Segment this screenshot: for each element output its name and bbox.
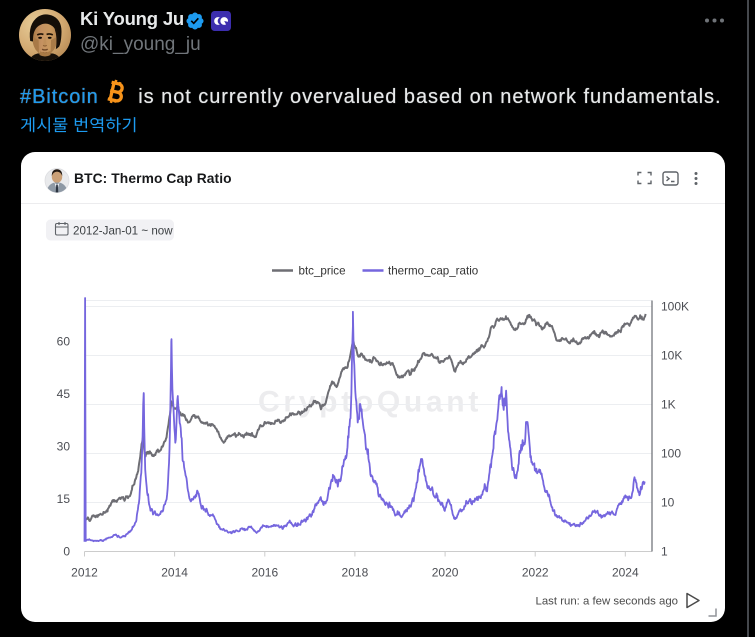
svg-text:2018: 2018: [342, 565, 369, 579]
svg-text:btc_price: btc_price: [299, 264, 346, 277]
svg-text:10K: 10K: [661, 348, 682, 362]
svg-text:Last run: a few seconds ago: Last run: a few seconds ago: [536, 595, 678, 607]
svg-text:1: 1: [661, 544, 668, 558]
svg-text:2012-Jan-01 ~ now: 2012-Jan-01 ~ now: [73, 224, 173, 237]
svg-text:BTC: Thermo Cap Ratio: BTC: Thermo Cap Ratio: [74, 170, 232, 185]
svg-text:2022: 2022: [522, 565, 549, 579]
svg-text:2016: 2016: [251, 565, 278, 579]
svg-text:100: 100: [661, 446, 681, 460]
svg-text:100K: 100K: [661, 299, 689, 313]
svg-text:2024: 2024: [612, 565, 639, 579]
svg-text:10: 10: [661, 495, 675, 509]
svg-text:15: 15: [57, 492, 71, 506]
svg-text:1K: 1K: [661, 397, 676, 411]
svg-text:2014: 2014: [161, 565, 188, 579]
svg-text:30: 30: [57, 439, 71, 453]
svg-text:CryptoQuant: CryptoQuant: [258, 385, 482, 418]
svg-text:0: 0: [63, 544, 70, 558]
svg-text:2012: 2012: [71, 565, 98, 579]
svg-text:45: 45: [57, 387, 71, 401]
svg-text:60: 60: [57, 334, 71, 348]
svg-text:thermo_cap_ratio: thermo_cap_ratio: [388, 264, 478, 277]
svg-text:2020: 2020: [432, 565, 459, 579]
